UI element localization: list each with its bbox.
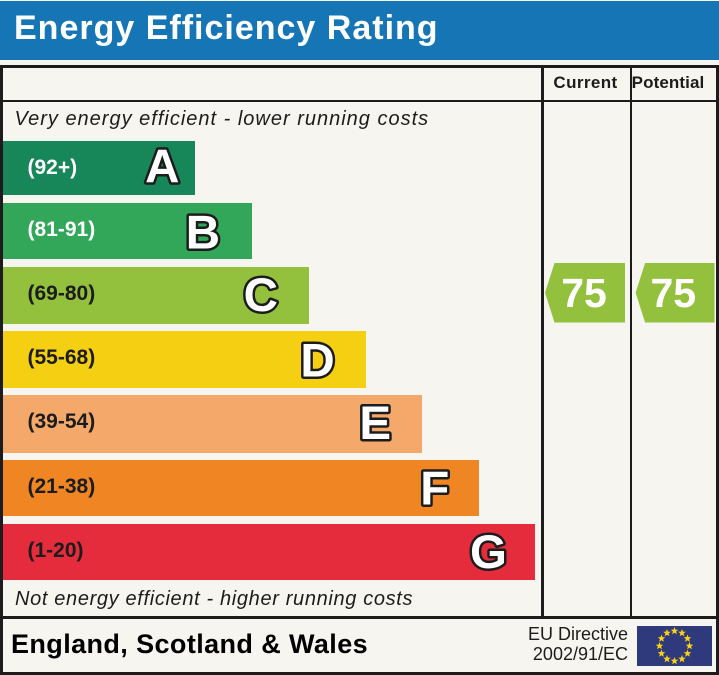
svg-text:C: C: [244, 269, 278, 322]
svg-text:75: 75: [650, 270, 696, 316]
svg-text:75: 75: [561, 270, 607, 316]
svg-text:A: A: [145, 141, 179, 194]
svg-text:E: E: [359, 397, 391, 450]
svg-text:F: F: [420, 462, 449, 515]
svg-text:D: D: [300, 335, 334, 388]
svg-text:B: B: [186, 206, 220, 259]
svg-text:G: G: [470, 526, 507, 579]
